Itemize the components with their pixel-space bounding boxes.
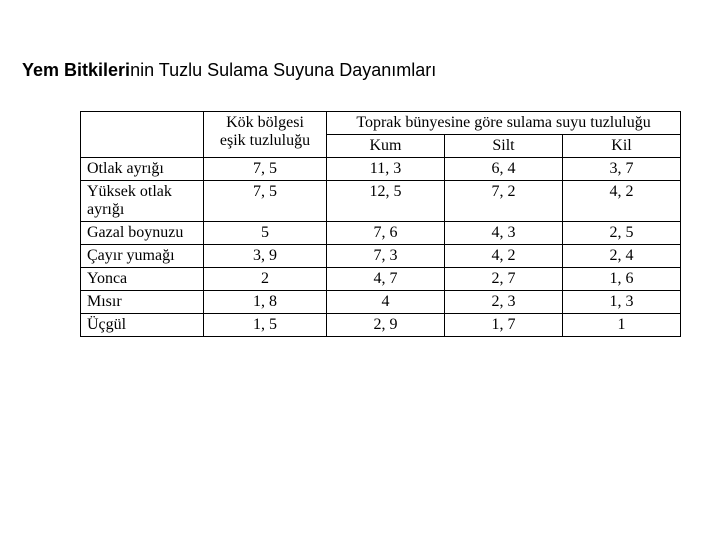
row-name: Üçgül bbox=[81, 314, 204, 337]
title-rest: nin Tuzlu Sulama Suyuna Dayanımları bbox=[130, 60, 436, 80]
row-kum: 4, 7 bbox=[327, 268, 445, 291]
table-row: Otlak ayrığı 7, 5 11, 3 6, 4 3, 7 bbox=[81, 158, 681, 181]
subheader-kil: Kil bbox=[563, 135, 681, 158]
table-row: Mısır 1, 8 4 2, 3 1, 3 bbox=[81, 291, 681, 314]
table-row: Yonca 2 4, 7 2, 7 1, 6 bbox=[81, 268, 681, 291]
row-kok: 2 bbox=[204, 268, 327, 291]
row-name: Gazal boynuzu bbox=[81, 222, 204, 245]
table-row: Gazal boynuzu 5 7, 6 4, 3 2, 5 bbox=[81, 222, 681, 245]
row-kok: 1, 5 bbox=[204, 314, 327, 337]
header-empty bbox=[81, 112, 204, 158]
row-kil: 1, 3 bbox=[563, 291, 681, 314]
row-kok: 7, 5 bbox=[204, 181, 327, 222]
row-kum: 7, 3 bbox=[327, 245, 445, 268]
table-row: Yüksek otlak ayrığı 7, 5 12, 5 7, 2 4, 2 bbox=[81, 181, 681, 222]
row-silt: 2, 7 bbox=[445, 268, 563, 291]
subheader-kum: Kum bbox=[327, 135, 445, 158]
subheader-silt: Silt bbox=[445, 135, 563, 158]
row-kum: 11, 3 bbox=[327, 158, 445, 181]
row-silt: 2, 3 bbox=[445, 291, 563, 314]
row-kil: 1 bbox=[563, 314, 681, 337]
row-silt: 6, 4 bbox=[445, 158, 563, 181]
row-kok: 7, 5 bbox=[204, 158, 327, 181]
row-kil: 2, 5 bbox=[563, 222, 681, 245]
data-table: Kök bölgesi eşik tuzluluğu Toprak bünyes… bbox=[80, 111, 681, 337]
row-kum: 4 bbox=[327, 291, 445, 314]
row-kum: 2, 9 bbox=[327, 314, 445, 337]
header-kok-l2: eşik tuzluluğu bbox=[220, 132, 310, 149]
row-kok: 5 bbox=[204, 222, 327, 245]
row-name: Yonca bbox=[81, 268, 204, 291]
row-silt: 1, 7 bbox=[445, 314, 563, 337]
row-kok: 3, 9 bbox=[204, 245, 327, 268]
row-kok: 1, 8 bbox=[204, 291, 327, 314]
row-name: Otlak ayrığı bbox=[81, 158, 204, 181]
row-name: Mısır bbox=[81, 291, 204, 314]
row-kum: 12, 5 bbox=[327, 181, 445, 222]
row-silt: 4, 3 bbox=[445, 222, 563, 245]
row-silt: 7, 2 bbox=[445, 181, 563, 222]
row-kil: 1, 6 bbox=[563, 268, 681, 291]
page-title: Yem Bitkilerinin Tuzlu Sulama Suyuna Day… bbox=[22, 60, 700, 81]
table-row: Üçgül 1, 5 2, 9 1, 7 1 bbox=[81, 314, 681, 337]
header-kok: Kök bölgesi eşik tuzluluğu bbox=[204, 112, 327, 158]
row-name: Yüksek otlak ayrığı bbox=[81, 181, 204, 222]
row-kum: 7, 6 bbox=[327, 222, 445, 245]
row-silt: 4, 2 bbox=[445, 245, 563, 268]
header-row-1: Kök bölgesi eşik tuzluluğu Toprak bünyes… bbox=[81, 112, 681, 135]
title-bold: Yem Bitkileri bbox=[22, 60, 130, 80]
header-kok-l1: Kök bölgesi bbox=[226, 114, 304, 131]
row-kil: 3, 7 bbox=[563, 158, 681, 181]
row-kil: 2, 4 bbox=[563, 245, 681, 268]
row-name: Çayır yumağı bbox=[81, 245, 204, 268]
row-kil: 4, 2 bbox=[563, 181, 681, 222]
table-row: Çayır yumağı 3, 9 7, 3 4, 2 2, 4 bbox=[81, 245, 681, 268]
header-toprak: Toprak bünyesine göre sulama suyu tuzlul… bbox=[327, 112, 681, 135]
